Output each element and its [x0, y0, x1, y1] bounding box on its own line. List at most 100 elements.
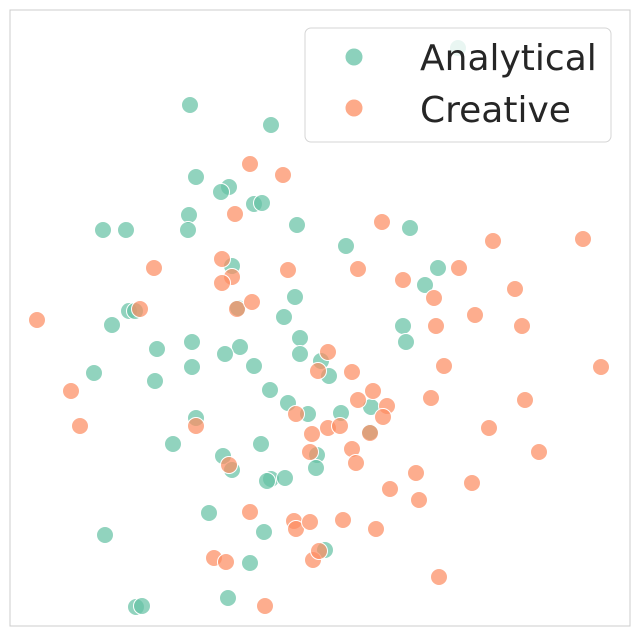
point-creative-13	[450, 259, 468, 277]
point-analytical-2	[262, 116, 280, 134]
point-analytical-9	[179, 221, 197, 239]
point-analytical-58	[241, 554, 259, 572]
point-analytical-26	[291, 329, 309, 347]
point-creative-61	[310, 542, 328, 560]
point-analytical-25	[397, 333, 415, 351]
point-creative-4	[484, 232, 502, 250]
point-creative-36	[71, 417, 89, 435]
point-analytical-24	[394, 317, 412, 335]
point-creative-57	[367, 520, 385, 538]
point-analytical-32	[85, 364, 103, 382]
point-creative-16	[228, 300, 246, 318]
point-creative-29	[364, 382, 382, 400]
point-analytical-7	[253, 194, 271, 212]
point-analytical-45	[252, 435, 270, 453]
point-creative-23	[319, 343, 337, 361]
point-analytical-1	[181, 96, 199, 114]
point-creative-22	[513, 317, 531, 335]
point-creative-38	[303, 425, 321, 443]
point-creative-47	[220, 456, 238, 474]
point-analytical-14	[337, 237, 355, 255]
point-analytical-27	[183, 333, 201, 351]
point-creative-51	[410, 491, 428, 509]
point-creative-30	[349, 391, 367, 409]
point-analytical-51	[258, 472, 276, 490]
point-analytical-12	[288, 216, 306, 234]
legend: Analytical Creative	[304, 27, 612, 143]
point-analytical-29	[231, 338, 249, 356]
point-analytical-33	[183, 358, 201, 376]
point-analytical-23	[275, 308, 293, 326]
point-creative-48	[407, 464, 425, 482]
point-creative-9	[213, 274, 231, 292]
point-creative-56	[334, 511, 352, 529]
point-analytical-3	[187, 168, 205, 186]
point-analytical-8	[180, 206, 198, 224]
point-analytical-55	[96, 526, 114, 544]
point-analytical-52	[276, 469, 294, 487]
point-analytical-30	[216, 345, 234, 363]
point-creative-35	[374, 408, 392, 426]
point-creative-52	[241, 503, 259, 521]
point-analytical-61	[219, 589, 237, 607]
point-creative-14	[506, 280, 524, 298]
point-creative-6	[145, 259, 163, 277]
point-creative-10	[279, 261, 297, 279]
point-analytical-28	[148, 340, 166, 358]
legend-marker-creative	[344, 98, 364, 118]
point-analytical-34	[245, 357, 263, 375]
legend-label-creative: Creative	[420, 90, 571, 131]
point-creative-5	[574, 230, 592, 248]
point-creative-26	[435, 357, 453, 375]
point-creative-11	[349, 260, 367, 278]
legend-marker-analytical	[344, 47, 364, 67]
point-creative-15	[425, 289, 443, 307]
point-creative-50	[381, 480, 399, 498]
point-analytical-5	[212, 183, 230, 201]
point-analytical-22	[103, 316, 121, 334]
legend-box	[304, 27, 612, 143]
point-creative-7	[213, 250, 231, 268]
point-creative-25	[343, 363, 361, 381]
point-analytical-35	[146, 372, 164, 390]
point-creative-59	[217, 553, 235, 571]
point-analytical-44	[164, 435, 182, 453]
point-creative-19	[28, 311, 46, 329]
point-creative-12	[394, 271, 412, 289]
point-analytical-10	[94, 221, 112, 239]
point-analytical-15	[429, 259, 447, 277]
point-creative-1	[274, 166, 292, 184]
point-creative-33	[516, 391, 534, 409]
point-analytical-49	[307, 459, 325, 477]
point-creative-3	[373, 213, 391, 231]
point-analytical-38	[261, 381, 279, 399]
legend-label-analytical: Analytical	[420, 38, 597, 79]
point-creative-21	[427, 317, 445, 335]
point-analytical-54	[200, 504, 218, 522]
point-creative-0	[241, 155, 259, 173]
point-creative-28	[62, 382, 80, 400]
point-analytical-13	[401, 219, 419, 237]
point-creative-55	[301, 513, 319, 531]
point-creative-40	[331, 417, 349, 435]
point-creative-37	[187, 417, 205, 435]
point-analytical-56	[255, 523, 273, 541]
points-layer	[28, 39, 610, 616]
point-creative-32	[422, 389, 440, 407]
point-analytical-60	[133, 597, 151, 615]
point-creative-63	[256, 597, 274, 615]
point-creative-43	[301, 443, 319, 461]
point-creative-42	[480, 419, 498, 437]
point-creative-2	[226, 205, 244, 223]
point-creative-34	[287, 405, 305, 423]
point-analytical-31	[291, 345, 309, 363]
point-creative-41	[361, 424, 379, 442]
point-creative-49	[463, 474, 481, 492]
point-creative-18	[131, 300, 149, 318]
point-creative-17	[243, 293, 261, 311]
point-creative-45	[347, 454, 365, 472]
point-analytical-19	[286, 288, 304, 306]
point-analytical-11	[117, 221, 135, 239]
